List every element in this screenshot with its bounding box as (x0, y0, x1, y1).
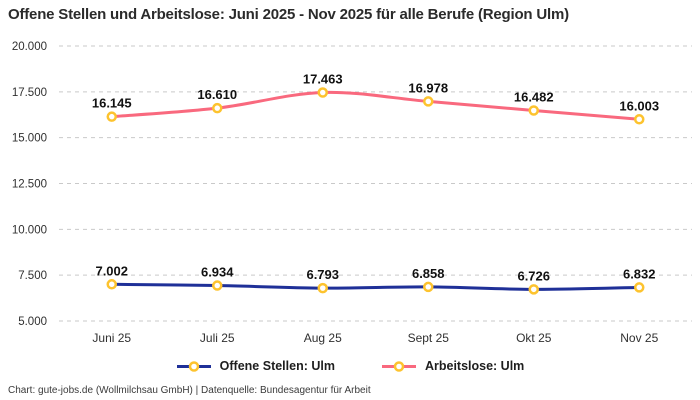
data-point-marker-offene-stellen-4[interactable] (528, 284, 539, 295)
x-axis-tick-label: Okt 25 (516, 331, 552, 345)
data-point-marker-arbeitslose-1[interactable] (212, 102, 223, 114)
data-point-label-arbeitslose-4: 16.482 (514, 89, 554, 104)
data-point-label-offene-stellen-2: 6.793 (306, 267, 339, 282)
data-point-label-offene-stellen-0: 7.002 (95, 263, 128, 278)
legend-label-offene-stellen: Offene Stellen: Ulm (219, 359, 335, 373)
data-point-marker-offene-stellen-2[interactable] (317, 282, 328, 294)
data-point-label-arbeitslose-1: 16.610 (197, 87, 237, 102)
data-point-marker-arbeitslose-2[interactable] (317, 87, 328, 98)
x-axis-tick-label: Juli 25 (200, 331, 235, 345)
y-axis-tick-label: 17.500 (12, 87, 47, 99)
legend-line-marker-icon (381, 360, 416, 372)
legend-item-offene-stellen: Offene Stellen: Ulm (176, 359, 335, 373)
y-axis-tick-label: 15.000 (12, 133, 47, 145)
legend-line-marker-icon (176, 360, 211, 372)
data-point-label-offene-stellen-1: 6.934 (201, 265, 234, 280)
legend-item-arbeitslose: Arbeitslose: Ulm (381, 359, 524, 373)
data-point-label-arbeitslose-3: 16.978 (408, 80, 448, 95)
y-axis-tick-label: 12.500 (12, 179, 47, 191)
data-point-marker-arbeitslose-4[interactable] (528, 105, 539, 116)
chart-legend: Offene Stellen: Ulm Arbeitslose: Ulm (0, 359, 700, 373)
series-line-arbeitslose (110, 90, 641, 121)
chart-title: Offene Stellen und Arbeitslose: Juni 202… (8, 6, 569, 23)
x-axis-tick-label: Nov 25 (620, 331, 658, 345)
data-point-label-arbeitslose-5: 16.003 (619, 98, 659, 113)
data-point-marker-arbeitslose-5[interactable] (634, 114, 645, 125)
y-axis-tick-label: 7.500 (18, 270, 47, 282)
legend-label-arbeitslose: Arbeitslose: Ulm (424, 359, 525, 373)
data-point-label-offene-stellen-4: 6.726 (517, 268, 550, 283)
data-point-marker-offene-stellen-5[interactable] (634, 282, 645, 293)
data-point-label-arbeitslose-0: 16.145 (92, 96, 132, 111)
data-point-marker-offene-stellen-3[interactable] (423, 281, 434, 293)
x-axis-tick-label: Sept 25 (408, 331, 450, 345)
series-line-offene-stellen (110, 282, 641, 291)
y-axis-tick-label: 20.000 (12, 41, 47, 53)
y-axis-tick-label: 10.000 (12, 224, 47, 236)
x-axis-tick-label: Juni 25 (92, 331, 131, 345)
data-point-label-offene-stellen-5: 6.832 (623, 266, 656, 281)
data-point-marker-arbeitslose-0[interactable] (106, 111, 117, 122)
y-axis-tick-label: 5.000 (18, 316, 47, 328)
chart-footer-attribution: Chart: gute-jobs.de (Wollmilchsau GmbH) … (8, 385, 371, 396)
data-point-marker-offene-stellen-0[interactable] (106, 279, 117, 290)
data-point-marker-offene-stellen-1[interactable] (212, 280, 223, 291)
data-point-label-arbeitslose-2: 17.463 (303, 72, 343, 87)
data-point-label-offene-stellen-3: 6.858 (412, 266, 445, 281)
x-axis-tick-label: Aug 25 (304, 331, 342, 345)
data-point-marker-arbeitslose-3[interactable] (423, 96, 434, 107)
